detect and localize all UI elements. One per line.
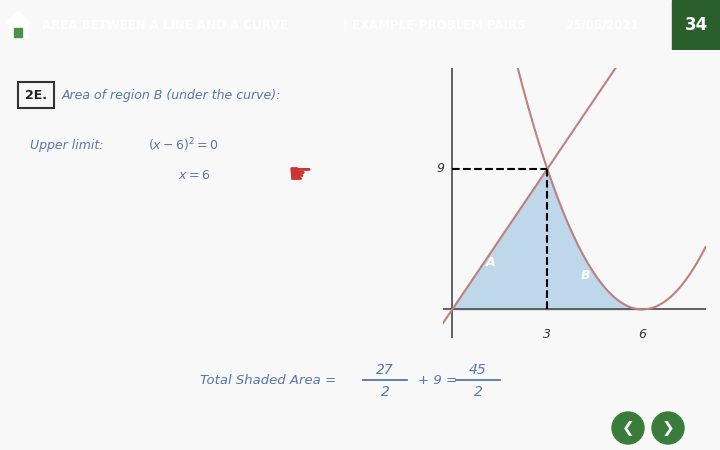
Bar (18, 82, 54, 108)
Text: 9: 9 (436, 162, 444, 176)
Text: 45: 45 (469, 363, 487, 377)
Text: AREA BETWEEN A LINE AND A CURVE: AREA BETWEEN A LINE AND A CURVE (42, 19, 288, 32)
Text: Area of region B (under the curve):: Area of region B (under the curve): (62, 89, 282, 102)
Text: EXAMPLE-PROBLEM PAIRS: EXAMPLE-PROBLEM PAIRS (352, 19, 526, 32)
Text: ❮: ❮ (621, 420, 634, 436)
Bar (14, 28, 22, 37)
Text: 6: 6 (638, 328, 647, 341)
Text: $x = 6$: $x = 6$ (178, 169, 210, 182)
Circle shape (612, 412, 644, 444)
Polygon shape (5, 11, 31, 23)
Text: 2: 2 (381, 385, 390, 399)
Text: Upper limit:: Upper limit: (30, 139, 104, 152)
Bar (672, 0, 720, 50)
Text: Total Shaded Area =: Total Shaded Area = (200, 374, 336, 387)
Text: 25/05/2021: 25/05/2021 (565, 19, 639, 32)
Text: 34: 34 (685, 16, 708, 34)
Text: + 9 =: + 9 = (418, 374, 457, 387)
Text: 3: 3 (544, 328, 552, 341)
Text: |: | (342, 19, 346, 32)
Bar (9, 23, 27, 37)
Text: 2E.: 2E. (25, 89, 47, 102)
Text: 2: 2 (474, 385, 482, 399)
Text: ❯: ❯ (662, 420, 675, 436)
Circle shape (652, 412, 684, 444)
Text: ☛: ☛ (287, 161, 312, 189)
Text: 27: 27 (376, 363, 394, 377)
Text: A: A (485, 256, 495, 269)
Text: B: B (580, 269, 590, 282)
Text: $(x - 6)^2 = 0$: $(x - 6)^2 = 0$ (148, 136, 219, 154)
